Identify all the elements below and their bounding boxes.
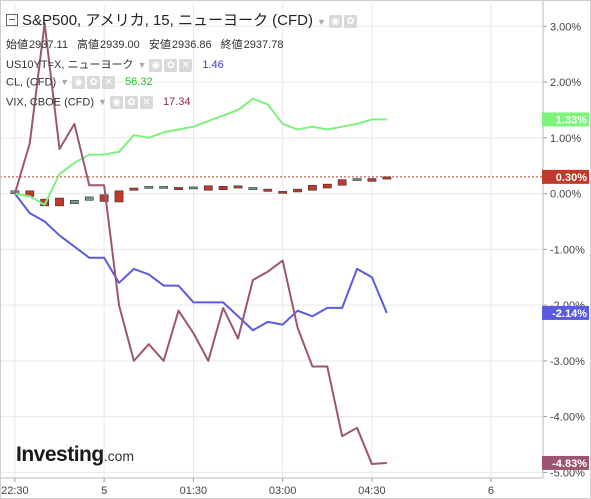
x-tick-label: 5 [101,485,107,497]
y-tick-label: -1.00% [550,244,585,256]
close-label: 終値 [220,39,243,51]
candle [293,188,302,193]
eye-icon[interactable]: ◉ [149,58,163,72]
candle [203,185,213,191]
candle [99,194,109,202]
series-line [13,22,387,466]
y-tick-label: -3.00% [550,356,585,368]
y-tick-label: 2.00% [550,77,581,89]
eye-icon[interactable]: ◉ [72,76,86,89]
chart-title-row: S&P500, アメリカ, 15, ニューヨーク (CFD) ▼ ◉ ✿ [6,9,359,30]
series-value-cl: 56.32 [125,76,153,89]
chevron-down-icon[interactable]: ▼ [316,17,326,27]
gear-icon[interactable]: ✿ [343,14,357,28]
high-value: 2939.00 [100,39,140,51]
candle [382,176,392,180]
low-label: 安値 [148,39,171,51]
series-name-vix: VIX, CBOE (CFD) [6,96,95,109]
candle [144,186,154,189]
last-value-tag [542,455,589,470]
candle [322,183,332,189]
open-value: 2937.11 [29,39,68,51]
candle [248,187,258,190]
collapse-icon[interactable] [6,14,18,26]
candle [308,184,317,191]
ohlc-row: 始値2937.11 高値2939.00 安値2936.86 終値2937.78 [6,36,289,52]
close-icon[interactable]: ✕ [102,76,116,89]
chart-title: S&P500, アメリカ, 15, ニューヨーク (CFD) [22,12,313,29]
series-row-cl[interactable]: CL, (CFD) ▼ ◉ ✿ ✕ 56.32 [6,76,153,89]
y-tick-label: 3.00% [550,21,581,33]
x-tick-label: 04:30 [358,485,386,497]
last-value-tag [542,305,589,320]
gear-icon[interactable]: ✿ [124,96,138,109]
last-value-tag [542,112,589,127]
candle [278,191,288,194]
series-row-vix[interactable]: VIX, CBOE (CFD) ▼ ◉ ✿ ✕ 17.34 [6,96,190,109]
candle [367,178,377,182]
close-value: 2937.78 [243,39,284,51]
chevron-down-icon[interactable]: ▼ [60,77,70,88]
candle [337,179,347,186]
close-icon[interactable]: ✕ [139,96,153,109]
investing-logo: Investing.com [16,443,134,467]
chevron-down-icon[interactable]: ▼ [137,60,147,70]
series-value-us10y: 1.46 [202,59,224,71]
y-tick-label: -4.00% [550,412,585,424]
candle [189,186,198,190]
candle [55,197,64,207]
candle [174,187,183,190]
current-price-tag [542,169,589,184]
last-value-label: -4.83% [552,458,587,470]
last-value-label: -2.14% [552,308,587,320]
candle [218,186,228,190]
logo-domain: .com [103,448,135,464]
candle [233,185,243,189]
candle [263,188,273,192]
y-tick-label: 1.00% [550,133,581,145]
series-name-us10y: US10YT=X, ニューヨーク [6,59,134,71]
high-label: 高値 [77,39,100,51]
open-label: 始値 [6,39,28,51]
x-tick-label: 01:30 [180,485,208,497]
candle [159,186,169,189]
gear-icon[interactable]: ✿ [164,58,178,72]
y-tick-label: -5.00% [550,467,585,479]
series-value-vix: 17.34 [162,96,191,109]
logo-name: Investing [16,443,104,466]
series-name-cl: CL, (CFD) [6,76,57,89]
last-value-label: 1.33% [556,114,587,126]
candle [114,190,124,203]
x-tick-label: 6 [488,485,494,497]
candle [129,187,139,191]
eye-icon[interactable]: ◉ [109,96,123,109]
series-row-us10y[interactable]: US10YT=X, ニューヨーク ▼ ◉ ✿ ✕ 1.46 [6,56,224,72]
candle [69,199,79,204]
candle [84,196,94,201]
series-line [14,192,388,332]
candle [352,178,362,181]
low-value: 2936.86 [171,39,212,51]
chevron-down-icon[interactable]: ▼ [98,97,107,108]
x-tick-label: 03:00 [269,485,297,497]
series-line [14,97,387,206]
close-icon[interactable]: ✕ [179,58,193,72]
x-tick-label: 22:30 [1,485,29,497]
y-tick-label: 0.00% [550,189,581,201]
eye-icon[interactable]: ◉ [328,14,342,28]
gear-icon[interactable]: ✿ [87,76,101,89]
current-price-label: 0.30% [556,172,587,184]
